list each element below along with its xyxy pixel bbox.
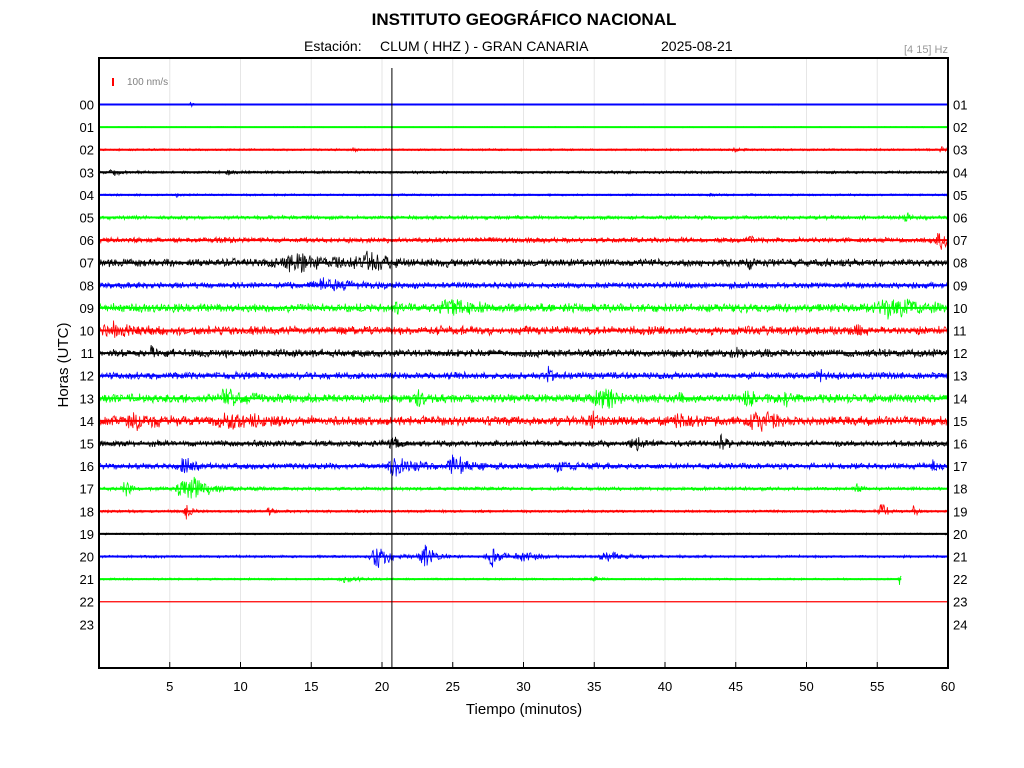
left-hour-label: 13	[80, 391, 94, 406]
right-hour-label: 22	[953, 572, 967, 587]
y-axis-label: Horas (UTC)	[55, 322, 72, 407]
left-hour-label: 07	[80, 256, 94, 271]
left-hour-label: 15	[80, 437, 94, 452]
left-hour-label: 22	[80, 595, 94, 610]
x-tick-label: 15	[304, 679, 318, 694]
right-hour-label: 10	[953, 301, 967, 316]
right-hour-label: 04	[953, 165, 967, 180]
left-hour-label: 18	[80, 504, 94, 519]
trace-group	[98, 101, 949, 603]
right-hour-label: 23	[953, 595, 967, 610]
x-axis-label: Tiempo (minutos)	[466, 701, 582, 718]
date-label: 2025-08-21	[661, 38, 733, 54]
left-hour-label: 12	[80, 369, 94, 384]
right-hour-label: 17	[953, 459, 967, 474]
left-hour-label: 01	[80, 120, 94, 135]
right-hour-label: 03	[953, 143, 967, 158]
x-tick-label: 5	[166, 679, 173, 694]
x-tick-label: 60	[941, 679, 955, 694]
trace-hour-13	[98, 388, 949, 409]
station-label: CLUM ( HHZ ) - GRAN CANARIA	[380, 38, 589, 54]
left-hour-label: 09	[80, 301, 94, 316]
left-hour-label: 17	[80, 482, 94, 497]
x-tick-label: 45	[729, 679, 743, 694]
left-hour-label: 02	[80, 143, 94, 158]
right-hour-label: 16	[953, 437, 967, 452]
right-hour-label: 13	[953, 369, 967, 384]
left-hour-label: 05	[80, 211, 94, 226]
left-hour-label: 06	[80, 233, 94, 248]
x-tick-label: 10	[233, 679, 247, 694]
station-prefix: Estación:	[304, 38, 362, 54]
x-tick-label: 30	[516, 679, 530, 694]
right-hour-label: 24	[953, 617, 967, 632]
right-hour-label: 01	[953, 98, 967, 113]
left-hour-label: 14	[80, 414, 94, 429]
trace-hour-21	[98, 575, 902, 585]
x-tick-label: 40	[658, 679, 672, 694]
right-hour-label: 21	[953, 550, 967, 565]
right-hour-label: 06	[953, 211, 967, 226]
right-hour-label: 05	[953, 188, 967, 203]
x-tick-label: 25	[446, 679, 460, 694]
left-hour-label: 04	[80, 188, 94, 203]
right-hour-label: 02	[953, 120, 967, 135]
left-hour-label: 08	[80, 278, 94, 293]
left-hour-label: 00	[80, 98, 94, 113]
x-tick-label: 50	[799, 679, 813, 694]
right-hour-label: 19	[953, 504, 967, 519]
left-hour-label: 10	[80, 324, 94, 339]
left-hour-label: 21	[80, 572, 94, 587]
scale-label: 100 nm/s	[127, 77, 168, 88]
left-hour-label: 16	[80, 459, 94, 474]
filter-label: [4 15] Hz	[904, 44, 948, 56]
right-hour-label: 08	[953, 256, 967, 271]
x-tick-label: 35	[587, 679, 601, 694]
x-tick-label: 55	[870, 679, 884, 694]
x-tick-label: 20	[375, 679, 389, 694]
left-hour-label: 23	[80, 617, 94, 632]
x-tick-labels: 5 10 15 20 25 30 35 40 45 50 55 60	[166, 662, 955, 694]
right-hour-label: 07	[953, 233, 967, 248]
left-hour-labels: 00 01 02 03 04 05 06 07 08 09 10 11 12 13 14 15 16 17 18 19…	[80, 98, 94, 633]
right-hour-label: 20	[953, 527, 967, 542]
left-hour-label: 11	[81, 346, 95, 361]
right-hour-label: 14	[953, 391, 967, 406]
chart-title: INSTITUTO GEOGRÁFICO NACIONAL	[372, 10, 677, 29]
left-hour-label: 20	[80, 550, 94, 565]
left-hour-label: 03	[80, 165, 94, 180]
right-hour-label: 15	[953, 414, 967, 429]
right-hour-label: 09	[953, 278, 967, 293]
left-hour-label: 19	[80, 527, 94, 542]
right-hour-label: 18	[953, 482, 967, 497]
right-hour-label: 11	[953, 324, 967, 339]
right-hour-labels: 01 02 03 04 05 06 07 08 09 10 11 12 13 14 15 16 17 18 19 20…	[953, 98, 967, 633]
right-hour-label: 12	[953, 346, 967, 361]
